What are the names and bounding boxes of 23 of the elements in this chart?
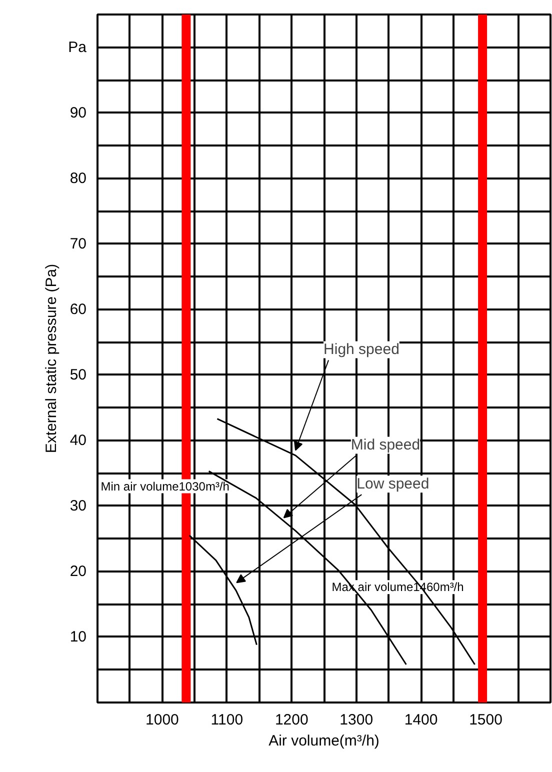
annotation: Low speed [356, 476, 430, 493]
x-tick-label: 1500 [469, 712, 502, 728]
y-tick-label: 60 [70, 300, 87, 318]
x-tick-label: 1100 [210, 712, 244, 728]
ref-line-label: Min air volume1030m³/h [100, 479, 230, 494]
annotation: Mid speed [350, 436, 420, 454]
x-tick-label: 1200 [274, 712, 308, 728]
y-tick-label: 20 [70, 562, 87, 580]
y-axis-title: External static pressure (Pa) [43, 264, 60, 454]
y-tick-label: 50 [70, 366, 87, 384]
y-tick-label: Pa [68, 38, 88, 56]
annotation: High speed [324, 341, 400, 358]
x-tick-label: 1400 [404, 712, 438, 728]
line-series [188, 534, 258, 646]
y-tick-label: 70 [70, 235, 87, 252]
x-axis-title: Air volume(m³/h) [268, 732, 380, 750]
y-tick-label: 10 [70, 628, 87, 646]
y-tick-label: 90 [70, 104, 87, 122]
y-tick-label: 40 [70, 432, 87, 449]
y-tick-label: 30 [70, 497, 87, 514]
x-tick-label: 1300 [340, 712, 374, 728]
x-tick-label: 1000 [146, 712, 179, 728]
y-tick-label: 80 [70, 170, 87, 187]
